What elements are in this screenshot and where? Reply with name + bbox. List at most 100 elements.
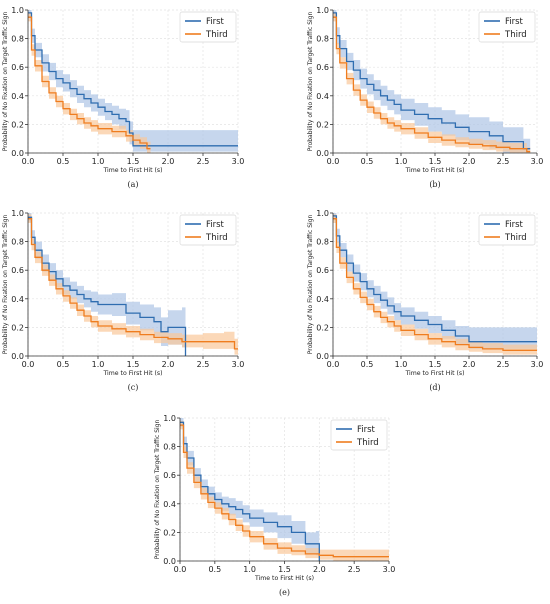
- survival-line-third: [180, 424, 389, 558]
- y-axis-label: Probability of No Fixation on Target Tra…: [307, 12, 314, 152]
- confidence-band-third: [333, 214, 537, 355]
- x-tick-label: 0.0: [327, 360, 340, 369]
- x-tick-label: 2.5: [497, 157, 510, 166]
- y-axis-label: Probability of No Fixation on Target Tra…: [2, 12, 9, 152]
- y-tick-label: 1.0: [11, 209, 24, 218]
- y-tick-label: 0.0: [11, 352, 24, 361]
- x-axis-label: Time to First Hit (s): [254, 575, 314, 582]
- y-tick-label: 0.0: [163, 557, 176, 566]
- x-tick-label: 2.0: [463, 360, 476, 369]
- confidence-band-first: [333, 213, 537, 349]
- x-tick-label: 0.5: [57, 360, 70, 369]
- survival-line-third: [333, 218, 537, 351]
- y-tick-label: 0.0: [11, 149, 24, 158]
- y-tick-label: 1.0: [316, 6, 329, 15]
- y-tick-label: 0.2: [11, 120, 24, 129]
- y-tick-label: 0.6: [11, 266, 24, 275]
- survival-line-third: [333, 16, 531, 153]
- y-tick-label: 1.0: [163, 414, 176, 423]
- x-tick-label: 1.5: [278, 565, 291, 574]
- x-tick-label: 3.0: [531, 157, 544, 166]
- confidence-band-first: [333, 10, 531, 153]
- x-tick-label: 0.5: [361, 157, 374, 166]
- panel-caption: (c): [128, 383, 139, 392]
- x-tick-label: 0.5: [208, 565, 221, 574]
- x-tick-label: 0.5: [361, 360, 374, 369]
- x-tick-label: 2.0: [463, 157, 476, 166]
- y-tick-label: 0.6: [163, 471, 176, 480]
- confidence-band-first: [28, 213, 186, 356]
- x-tick-label: 0.0: [327, 157, 340, 166]
- confidence-band-first: [28, 10, 238, 152]
- y-tick-label: 1.0: [11, 6, 24, 15]
- x-tick-label: 1.5: [127, 157, 140, 166]
- y-axis-label: Probability of No Fixation on Target Tra…: [307, 215, 314, 355]
- x-tick-label: 2.0: [313, 565, 326, 574]
- x-tick-label: 2.5: [497, 360, 510, 369]
- panel-caption: (a): [127, 180, 138, 189]
- x-tick-label: 0.0: [174, 565, 187, 574]
- x-axis-label: Time to First Hit (s): [102, 370, 162, 377]
- y-tick-label: 0.8: [316, 35, 329, 44]
- panel-caption: (b): [429, 180, 440, 189]
- y-tick-label: 0.2: [11, 323, 24, 332]
- legend-label-third: Third: [504, 30, 527, 40]
- x-axis-label: Time to First Hit (s): [404, 167, 464, 174]
- chart-panel: 0.0 0.5 1.0 1.5 2.0 2.5 3.00.00.20.40.60.81.0T…: [2, 6, 244, 189]
- y-tick-label: 0.4: [316, 92, 329, 101]
- x-tick-label: 0.5: [57, 157, 70, 166]
- y-axis-label: Probability of No Fixation on Target Tra…: [2, 215, 9, 355]
- y-tick-label: 0.8: [11, 35, 24, 44]
- x-tick-label: 2.5: [197, 157, 210, 166]
- y-tick-label: 0.0: [316, 352, 329, 361]
- legend-label-third: Third: [205, 233, 228, 243]
- x-tick-label: 1.5: [429, 360, 442, 369]
- legend-label-third: Third: [356, 438, 379, 448]
- y-axis-label: Probability of No Fixation on Target Tra…: [154, 420, 161, 560]
- x-tick-label: 3.0: [232, 360, 245, 369]
- x-tick-label: 1.0: [92, 157, 105, 166]
- legend-label-first: First: [206, 17, 225, 27]
- x-tick-label: 1.5: [429, 157, 442, 166]
- x-axis-label: Time to First Hit (s): [404, 370, 464, 377]
- survival-line-first: [333, 12, 531, 150]
- confidence-band-first: [180, 418, 320, 561]
- y-tick-label: 0.8: [163, 443, 176, 452]
- x-tick-label: 0.0: [22, 157, 35, 166]
- x-tick-label: 2.5: [348, 565, 361, 574]
- x-tick-label: 2.0: [162, 157, 175, 166]
- y-tick-label: 1.0: [316, 209, 329, 218]
- x-axis-label: Time to First Hit (s): [102, 167, 162, 174]
- x-tick-label: 1.0: [92, 360, 105, 369]
- legend-label-first: First: [505, 17, 524, 27]
- x-tick-label: 3.0: [232, 157, 245, 166]
- confidence-band-third: [28, 214, 238, 355]
- y-tick-label: 0.6: [316, 63, 329, 72]
- chart-panel: 0.0 0.5 1.0 1.5 2.0 2.5 3.00.00.20.40.60.81.0T…: [307, 6, 543, 189]
- y-tick-label: 0.6: [316, 266, 329, 275]
- chart-panel: 0.0 0.5 1.0 1.5 2.0 2.5 3.00.00.20.40.60.81.0T…: [2, 209, 244, 392]
- survival-line-third: [28, 218, 238, 350]
- survival-line-third: [28, 16, 151, 150]
- chart-panel: 0.0 0.5 1.0 1.5 2.0 2.5 3.00.00.20.40.60.81.0T…: [154, 414, 395, 597]
- panel-caption: (e): [279, 588, 290, 597]
- x-tick-label: 1.5: [127, 360, 140, 369]
- legend-label-first: First: [357, 425, 376, 435]
- x-tick-label: 0.0: [22, 360, 35, 369]
- confidence-band-third: [333, 12, 531, 154]
- y-tick-label: 0.4: [316, 295, 329, 304]
- y-tick-label: 0.4: [163, 500, 176, 509]
- y-tick-label: 0.2: [316, 120, 329, 129]
- y-tick-label: 0.2: [316, 323, 329, 332]
- chart-panel: 0.0 0.5 1.0 1.5 2.0 2.5 3.00.00.20.40.60.81.0T…: [307, 209, 543, 392]
- y-tick-label: 0.0: [316, 149, 329, 158]
- y-tick-label: 0.4: [11, 295, 24, 304]
- x-tick-label: 3.0: [383, 565, 396, 574]
- x-tick-label: 2.5: [197, 360, 210, 369]
- x-tick-label: 3.0: [531, 360, 544, 369]
- legend-label-third: Third: [205, 30, 228, 40]
- legend-label-first: First: [206, 220, 225, 230]
- panel-caption: (d): [429, 383, 440, 392]
- survival-line-first: [180, 421, 320, 561]
